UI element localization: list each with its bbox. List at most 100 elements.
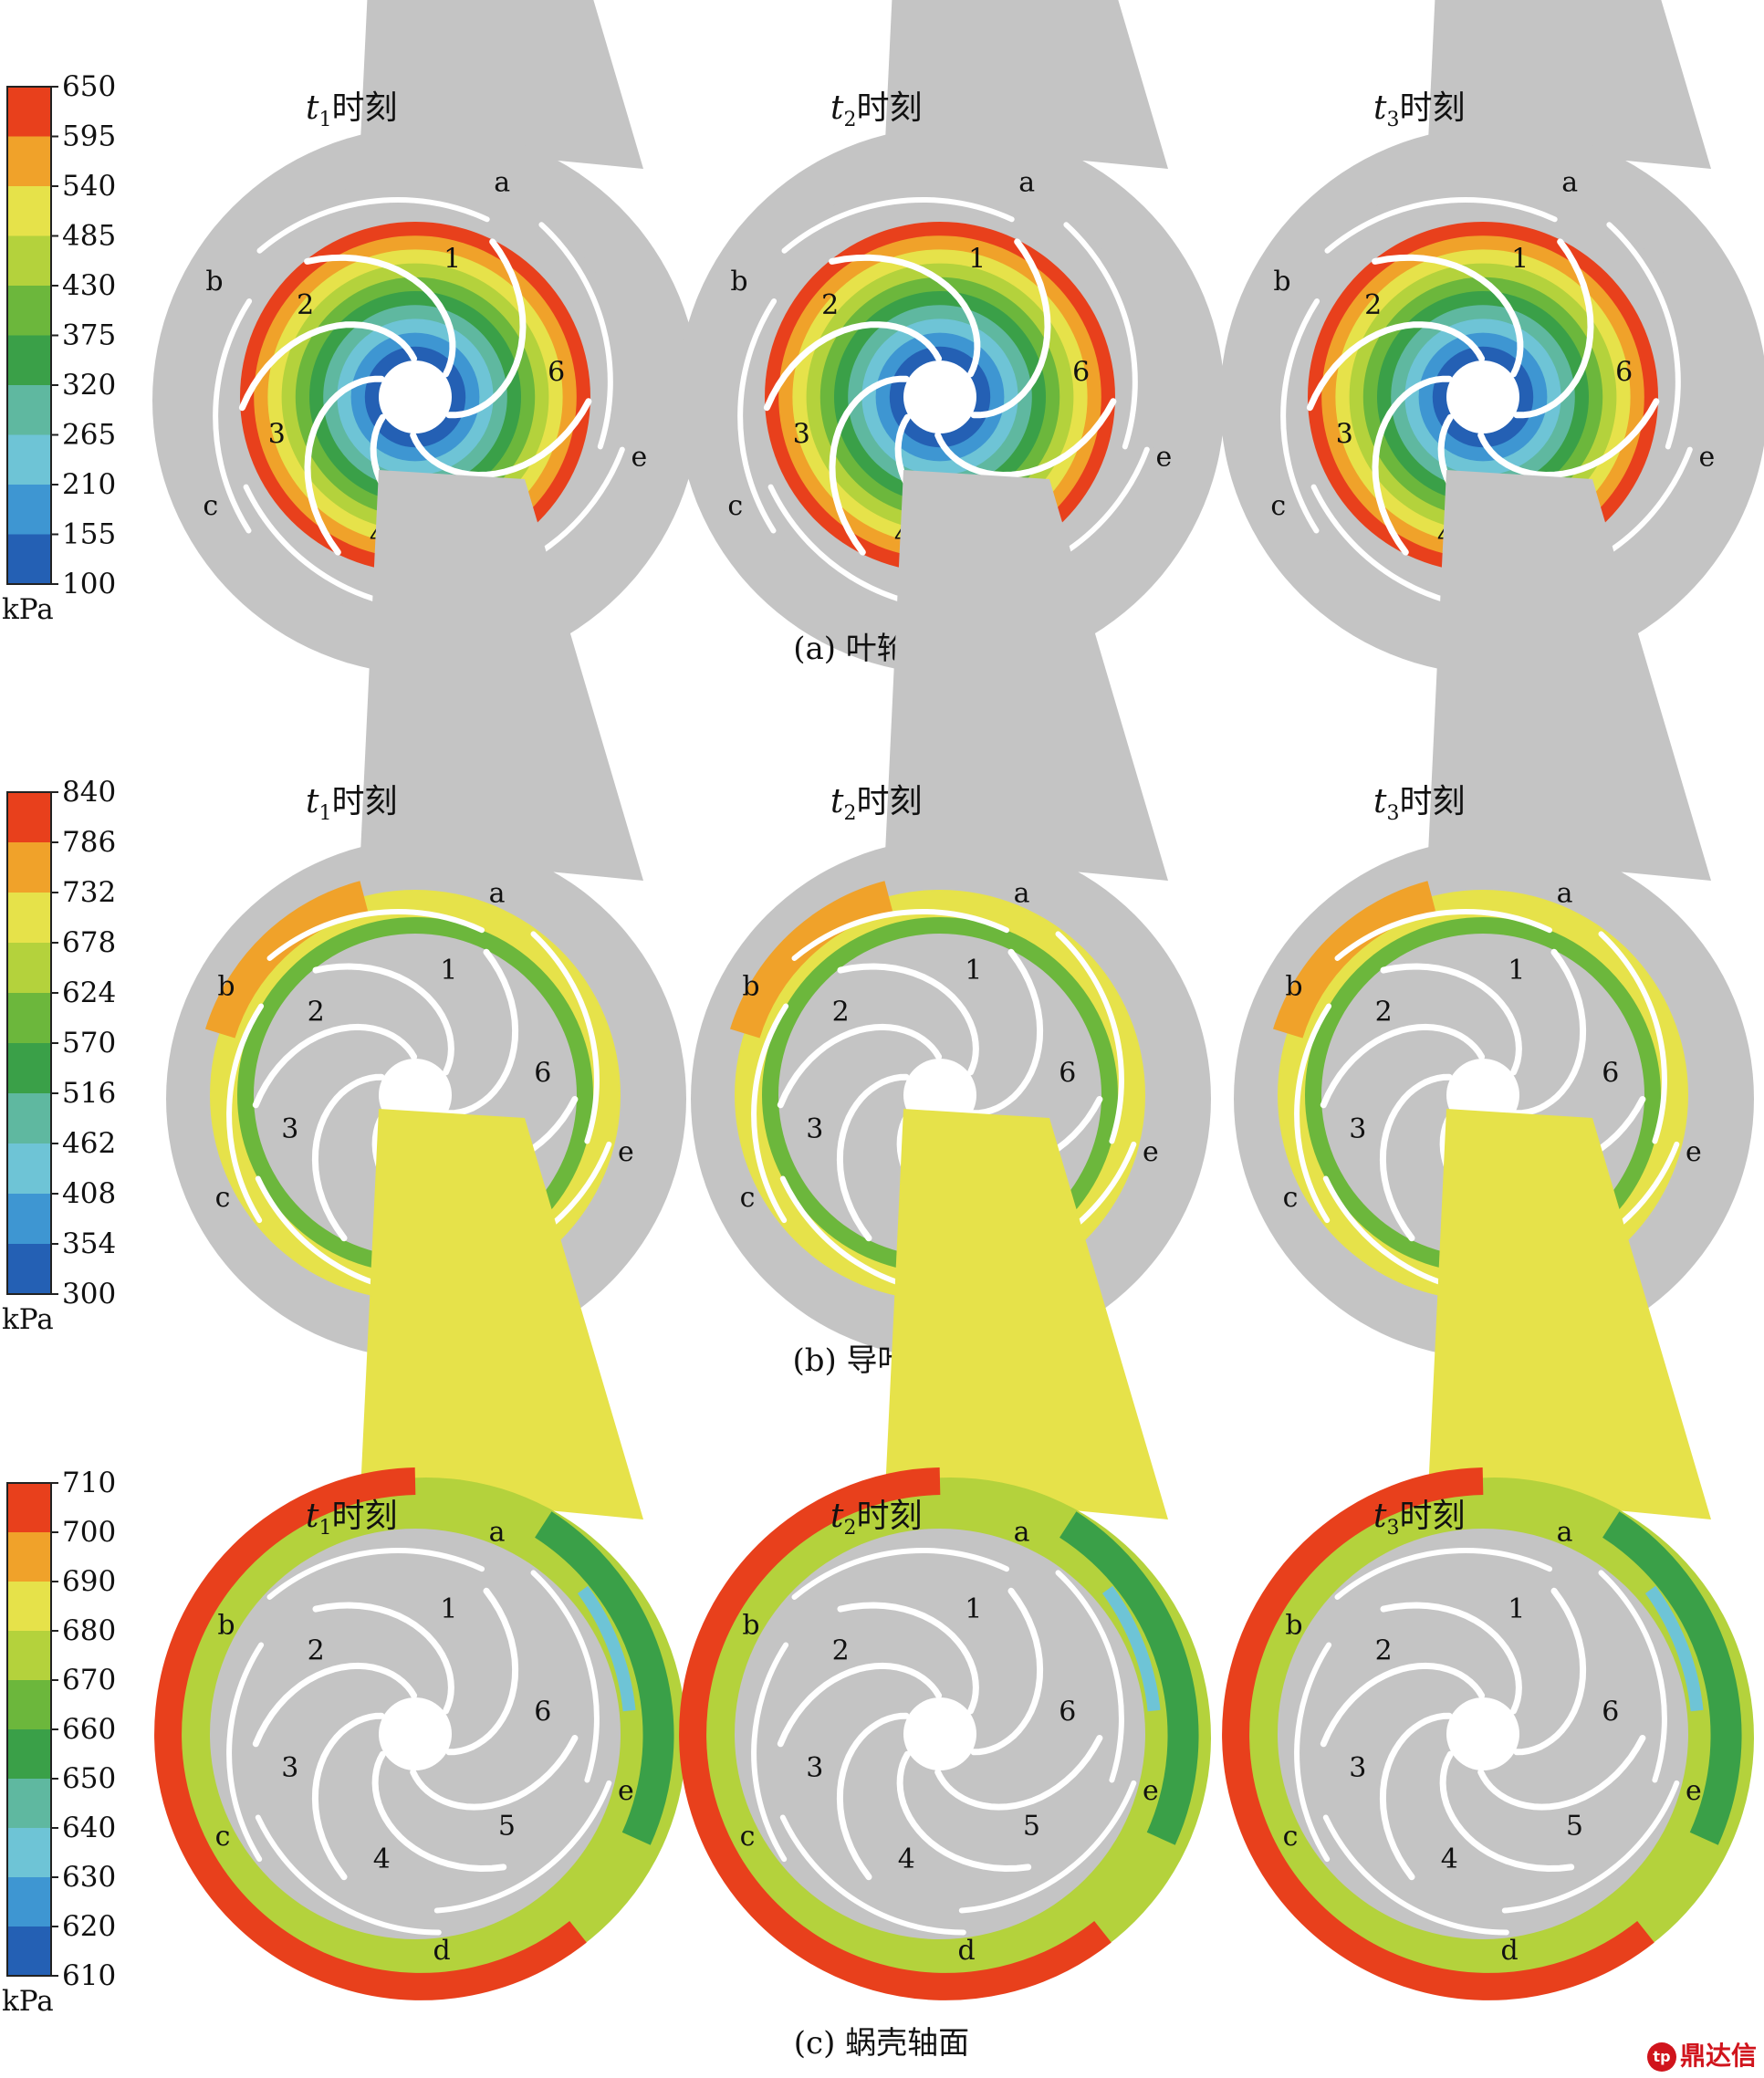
volute-min-pressure-band <box>1644 1585 1704 1712</box>
impeller-blade <box>445 1587 519 1756</box>
impeller-blade <box>777 1023 943 1109</box>
blade-number-label: 1 <box>1511 243 1529 275</box>
blade-number-label: 3 <box>268 419 286 451</box>
time-label: t3时刻 <box>1373 783 1465 825</box>
discharge-nozzle <box>360 0 643 169</box>
diffuser-vane <box>1055 931 1124 1144</box>
impeller-blade <box>1513 948 1587 1117</box>
blade-number-label: 4 <box>898 1843 915 1875</box>
impeller-blade <box>836 1073 910 1242</box>
colorbar-segment <box>7 1828 51 1878</box>
colorbar-tick-label: 462 <box>62 1127 116 1160</box>
colorbar-segment <box>7 1582 51 1632</box>
vane-letter-label: a <box>494 166 510 198</box>
diffuser-vane <box>266 908 485 961</box>
colorbar-segment <box>7 1631 51 1681</box>
colorbar-segment <box>7 943 51 994</box>
discharge-nozzle <box>1428 0 1711 169</box>
impeller-blade <box>777 1662 943 1748</box>
impeller-blade <box>312 1602 454 1715</box>
impeller-blade <box>1379 1073 1453 1242</box>
blade-number-label: 2 <box>1364 289 1382 321</box>
pump-section-panel <box>679 1109 1211 2000</box>
impeller-blade <box>934 398 1117 479</box>
blade-number-label: 5 <box>1566 1810 1583 1842</box>
diffuser-vane <box>256 196 490 254</box>
colorbar-segment <box>7 1143 51 1195</box>
blade-number-label: 1 <box>440 1593 457 1625</box>
impeller-blade <box>410 398 592 479</box>
impeller-blade <box>252 1662 418 1748</box>
blade-number-label: 6 <box>1602 1696 1619 1728</box>
vane-letter-label: b <box>217 971 235 1003</box>
impeller-blade <box>311 1712 385 1881</box>
diffuser-vane <box>781 196 1015 254</box>
diffuser-vane <box>1294 1642 1332 1863</box>
impeller-blade <box>1513 238 1594 419</box>
diffuser-vane <box>1322 1814 1509 1936</box>
diffuser-vane <box>1501 1780 1680 1914</box>
vane-letter-label: b <box>1285 971 1302 1003</box>
colorbar-tick-label: 430 <box>62 269 116 302</box>
colorbar-tick-label: 620 <box>62 1910 116 1943</box>
vane-letter-label: e <box>631 442 647 474</box>
blade-number-label: 1 <box>965 1593 982 1625</box>
vane-letter-label: c <box>1270 490 1286 522</box>
colorbar-tick-label: 320 <box>62 369 116 402</box>
colorbar-tick-label: 265 <box>62 419 116 452</box>
diffuser-vane <box>226 1003 265 1224</box>
vane-letter-label: d <box>958 1935 976 1967</box>
time-label: t3时刻 <box>1373 89 1465 131</box>
diffuser-vane <box>1334 1547 1552 1600</box>
diffuser-vane <box>530 931 600 1144</box>
colorbar-segment <box>7 186 51 236</box>
diffuser-vane <box>958 1780 1137 1914</box>
colorbar-segment <box>7 335 51 386</box>
blade-number-label: 2 <box>308 1635 325 1667</box>
impeller-blade <box>1372 254 1524 378</box>
watermark-logo: tp 鼎达信 <box>1646 2036 1757 2073</box>
colorbar-tick-label: 732 <box>62 876 116 909</box>
colorbar-segment <box>7 1680 51 1730</box>
impeller-blade <box>252 1023 418 1109</box>
vane-letter-label: e <box>1686 1775 1702 1807</box>
time-label: t2时刻 <box>830 89 922 131</box>
pump-section-panel <box>1222 1109 1754 2000</box>
blade-number-label: 3 <box>793 419 810 451</box>
colorbar-unit: kPa <box>2 1303 54 1336</box>
impeller-blade <box>970 238 1051 419</box>
colorbar-segment <box>7 893 51 944</box>
colorbar-tick-label: 210 <box>62 468 116 501</box>
volute-high-pressure-band <box>679 1467 1112 2000</box>
diffuser-vane <box>791 1547 1009 1600</box>
vane-letter-label: c <box>203 490 218 522</box>
impeller-blade <box>410 1735 579 1811</box>
time-label: t1时刻 <box>306 783 397 825</box>
colorbar-tick-label: 660 <box>62 1713 116 1746</box>
impeller-blade <box>1439 1750 1575 1873</box>
diffuser-vane <box>1324 196 1558 254</box>
impeller-blade <box>445 948 519 1117</box>
colorbar-segment <box>7 1194 51 1245</box>
blade-number-label: 5 <box>498 1810 516 1842</box>
vane-letter-label: b <box>742 1610 759 1642</box>
colorbar-tick-label: 354 <box>62 1227 116 1260</box>
impeller-blade <box>445 238 527 419</box>
colorbar-tick-label: 516 <box>62 1077 116 1110</box>
time-label: t2时刻 <box>830 783 922 825</box>
volute-min-pressure-band <box>1101 1585 1161 1712</box>
colorbar-segment <box>7 842 51 893</box>
colorbar-tick-label: 630 <box>62 1861 116 1894</box>
blade-number-label: 1 <box>444 243 461 275</box>
impeller-hub <box>1446 360 1519 433</box>
time-label: t2时刻 <box>830 1498 922 1540</box>
impeller-hub <box>903 360 976 433</box>
colorbar-tick-label: 610 <box>62 1959 116 1992</box>
vane-letter-label: e <box>1155 442 1172 474</box>
impeller-blade <box>970 948 1044 1117</box>
impeller-blade <box>896 1750 1032 1873</box>
colorbar-segment <box>7 485 51 535</box>
blade-number-label: 2 <box>297 289 314 321</box>
colorbar-segment <box>7 1483 51 1533</box>
